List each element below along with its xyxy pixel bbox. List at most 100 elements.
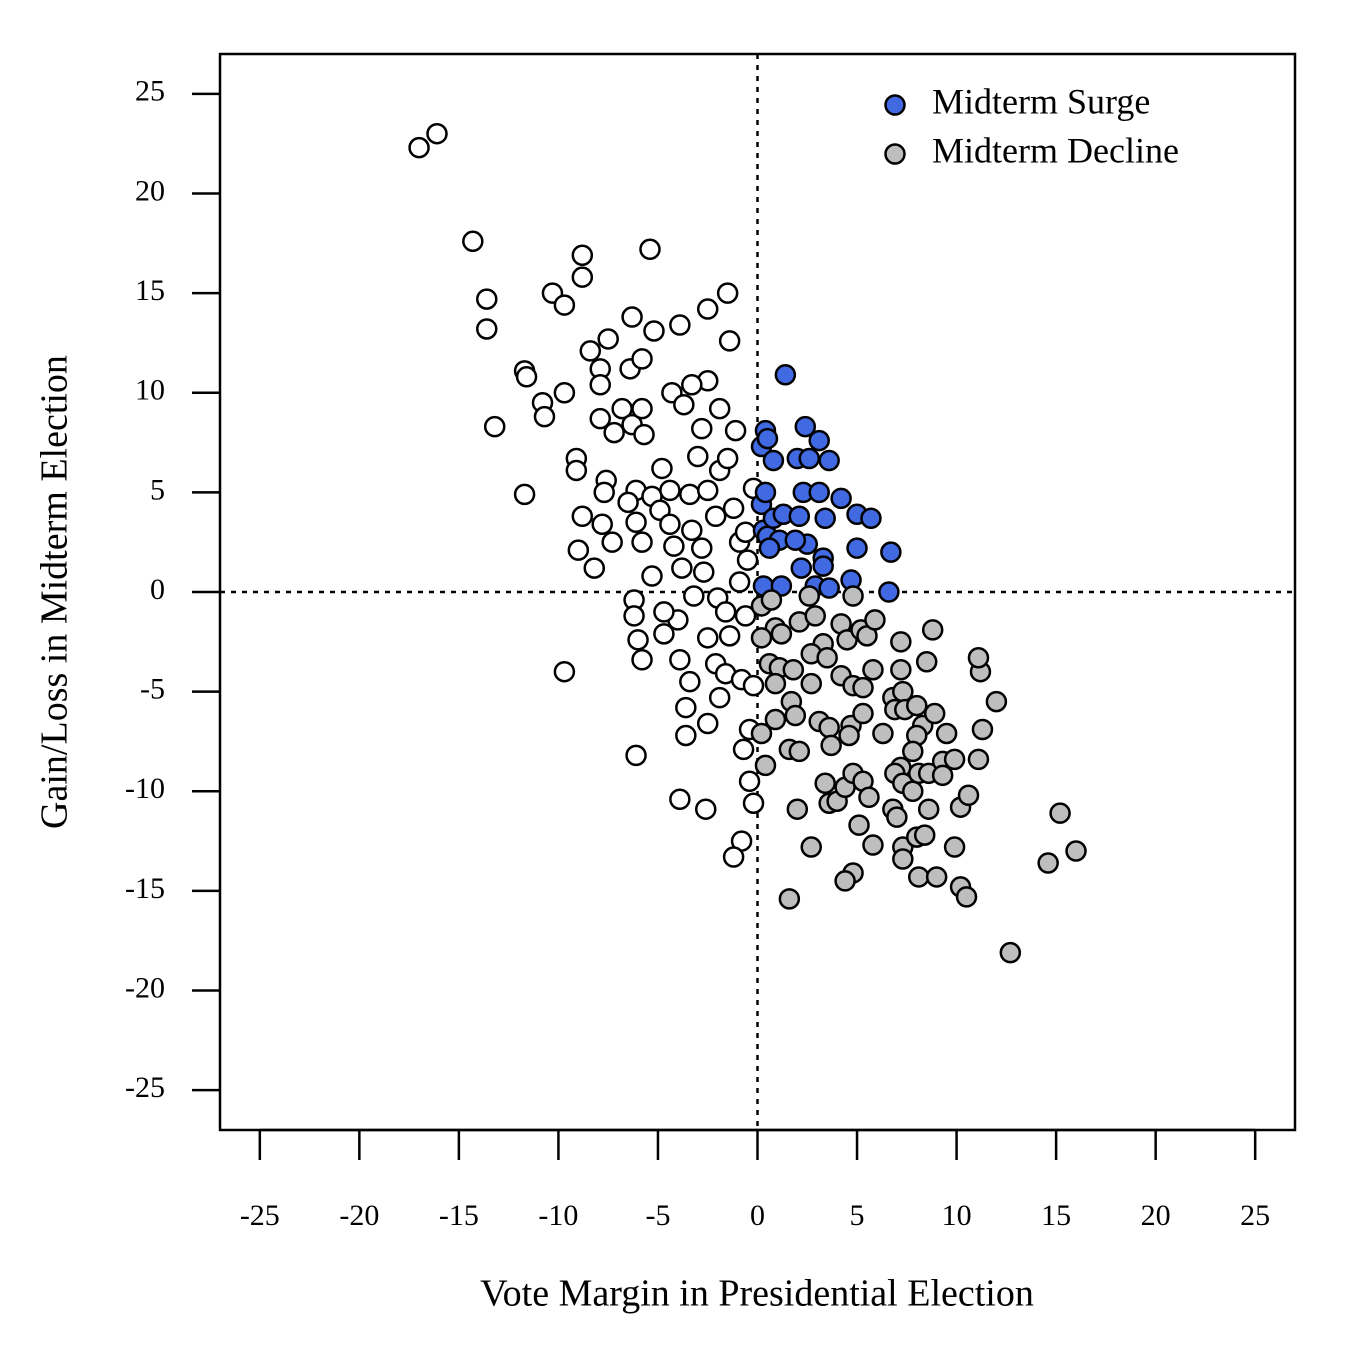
point [643, 320, 665, 342]
point [734, 521, 757, 543]
point [693, 561, 715, 583]
point [838, 724, 860, 747]
point [816, 647, 838, 669]
point [908, 866, 930, 888]
point [631, 648, 653, 671]
y-tick-label: -15 [125, 872, 165, 905]
point [862, 658, 884, 681]
point [565, 459, 588, 482]
point [553, 381, 576, 404]
y-tick-label: 5 [150, 473, 165, 506]
x-tick-label: 25 [1240, 1199, 1270, 1232]
point [669, 648, 691, 671]
point [814, 772, 836, 795]
point [639, 238, 661, 261]
point [653, 601, 675, 623]
point [651, 457, 673, 480]
point [515, 366, 538, 388]
point [696, 712, 719, 735]
point [935, 722, 958, 745]
point [758, 537, 781, 559]
point [621, 306, 643, 328]
y-tick-label: -5 [140, 673, 165, 706]
point [774, 364, 797, 386]
point [553, 294, 576, 316]
point [760, 589, 783, 611]
point [633, 423, 655, 446]
point [653, 623, 675, 645]
point [734, 605, 757, 627]
point [902, 780, 924, 803]
point [750, 627, 773, 649]
point [631, 348, 653, 370]
point [880, 541, 902, 563]
point [818, 449, 840, 472]
point [902, 740, 924, 763]
point [890, 631, 912, 653]
point [786, 798, 809, 820]
x-tick-label: -25 [240, 1199, 280, 1232]
point [955, 886, 978, 908]
point [627, 629, 649, 651]
point [967, 748, 990, 771]
point [957, 784, 980, 806]
point [679, 670, 701, 693]
point [750, 722, 773, 745]
y-axis-title: Gain/Loss in Midterm Election [34, 355, 76, 829]
point [834, 870, 856, 892]
point [852, 676, 874, 699]
point [641, 565, 663, 587]
point [631, 397, 653, 420]
y-tick-label: 20 [135, 174, 165, 207]
point [617, 491, 639, 514]
point [736, 549, 759, 571]
point [716, 447, 739, 470]
point [589, 374, 611, 396]
point [864, 609, 886, 631]
point [943, 836, 966, 858]
point [818, 716, 840, 739]
point [728, 571, 751, 593]
point [579, 340, 602, 362]
point [513, 483, 536, 506]
point [812, 555, 834, 577]
x-tick-label: 15 [1041, 1199, 1071, 1232]
point [915, 650, 938, 673]
point [756, 427, 779, 450]
point [848, 814, 870, 836]
point [601, 531, 623, 553]
point [659, 513, 681, 536]
point [820, 734, 842, 757]
x-tick-label: -5 [645, 1199, 670, 1232]
point [754, 481, 777, 504]
point [671, 557, 693, 579]
point [886, 806, 908, 828]
point [553, 660, 576, 683]
point [673, 393, 695, 416]
point [800, 836, 822, 858]
point [798, 585, 821, 607]
point [663, 535, 685, 557]
point [808, 481, 830, 504]
point [533, 405, 556, 428]
point [798, 447, 821, 470]
point [476, 288, 498, 310]
point [426, 122, 448, 145]
point [742, 792, 765, 814]
point [800, 672, 822, 695]
point [718, 330, 741, 352]
point [476, 318, 498, 340]
point [1037, 852, 1059, 874]
point [591, 513, 613, 536]
x-tick-label: -20 [339, 1199, 379, 1232]
y-tick-label: -20 [125, 971, 165, 1004]
legend-marker [884, 94, 906, 116]
point [603, 421, 625, 444]
y-tick-label: -25 [125, 1071, 165, 1104]
point [669, 788, 691, 810]
legend-marker [884, 143, 906, 165]
point [917, 798, 940, 820]
x-tick-label: 0 [750, 1199, 765, 1232]
point [593, 481, 615, 504]
